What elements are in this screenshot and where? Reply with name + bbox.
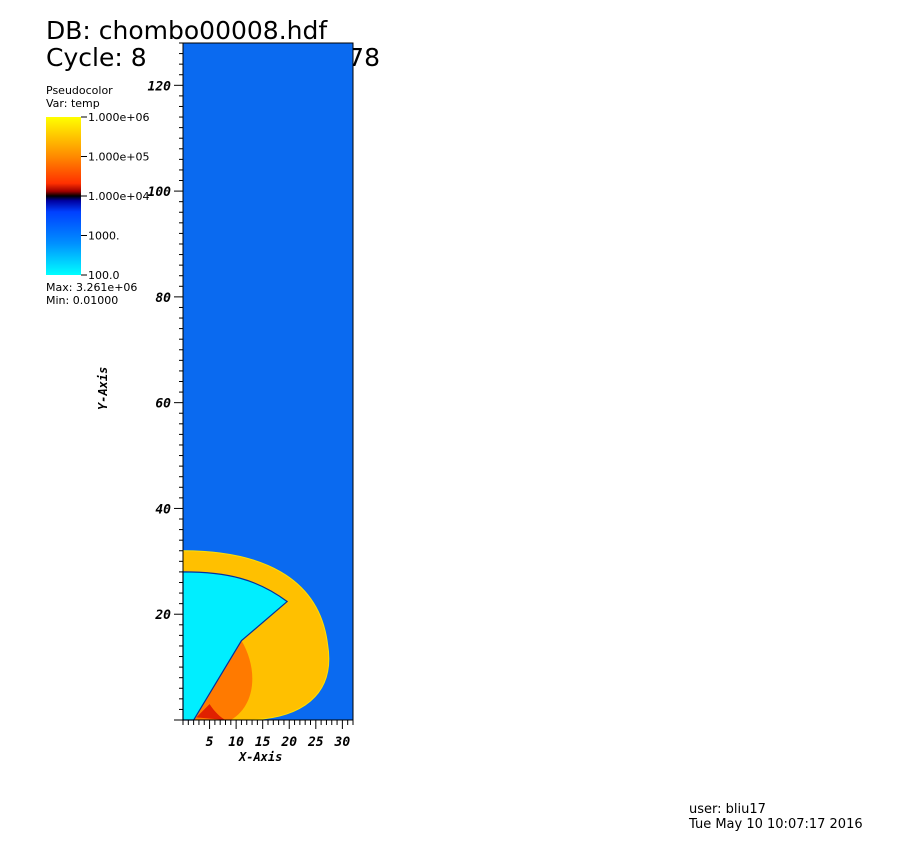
colorbar-tick-label: 1.000e+05 <box>88 151 149 164</box>
y-tick-label: 120 <box>148 79 172 94</box>
y-tick-label: 100 <box>148 185 172 200</box>
footer-user: user: bliu17 <box>689 802 766 817</box>
x-tick-label: 20 <box>280 735 297 750</box>
hottest-region <box>196 704 226 720</box>
colorbar-tick-label: 1000. <box>88 230 120 243</box>
x-axis-title: X-Axis <box>239 750 283 764</box>
legend-plot-type: Pseudocolor <box>46 84 113 97</box>
colorbar-tick-label: 1.000e+04 <box>88 190 149 203</box>
colorbar-gradient <box>46 117 81 275</box>
x-tick-label: 5 <box>206 735 214 750</box>
cycle-label: Cycle: 8 <box>46 43 147 72</box>
y-tick-label: 40 <box>155 502 171 517</box>
legend-max: Max: 3.261e+06 <box>46 281 138 294</box>
colorbar-tick-label: 1.000e+06 <box>88 111 149 124</box>
footer-date: Tue May 10 10:07:17 2016 <box>689 817 863 832</box>
legend-min: Min: 0.01000 <box>46 294 119 307</box>
plot-area: 20 40 60 80 100 120 5 10 15 20 25 30 <box>148 42 354 750</box>
legend-colorbar: 1.000e+06 1.000e+05 1.000e+04 1000. 100.0 <box>46 111 149 280</box>
y-tick-label: 80 <box>155 291 171 306</box>
legend-var: Var: temp <box>46 97 100 110</box>
x-tick-label: 15 <box>255 735 271 750</box>
cold-interior-region <box>182 571 289 721</box>
x-tick-label: 10 <box>228 735 244 750</box>
y-axis-title: Y-Axis <box>96 366 110 410</box>
db-title: DB: chombo00008.hdf <box>46 16 328 45</box>
y-tick-label: 60 <box>155 397 171 412</box>
y-tick-label: 20 <box>154 608 171 623</box>
hot-wedge-region <box>193 640 253 720</box>
x-tick-label: 25 <box>307 735 324 750</box>
colorbar-tick-label: 100.0 <box>88 269 120 280</box>
x-tick-label: 30 <box>334 735 351 750</box>
